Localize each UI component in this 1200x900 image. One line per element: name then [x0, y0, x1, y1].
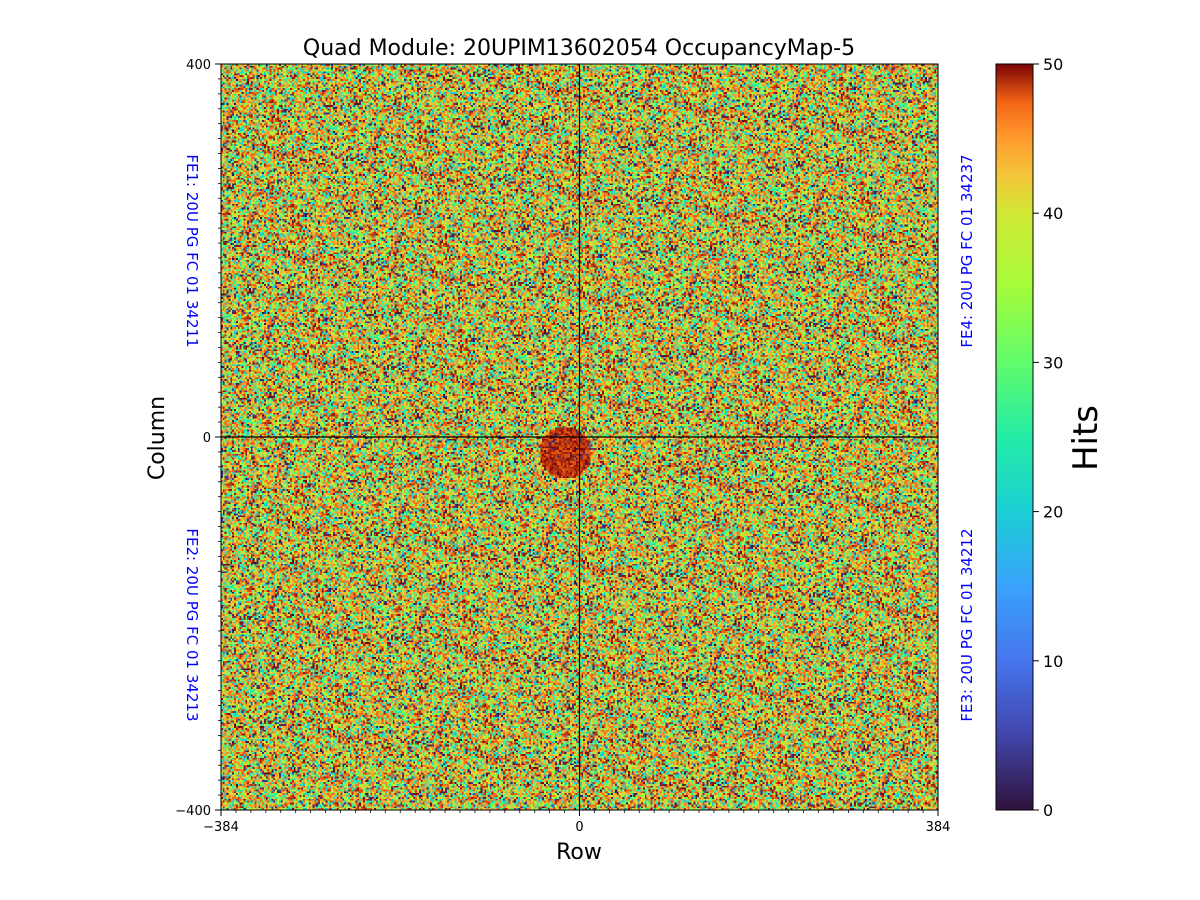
- y-tick-label: 400: [186, 58, 211, 73]
- chart-title: Quad Module: 20UPIM13602054 OccupancyMap…: [303, 36, 855, 61]
- y-axis-ticks: 400 0 −400: [175, 58, 221, 819]
- colorbar-tick-label: 0: [1043, 801, 1053, 820]
- y-tick-label: 0: [203, 431, 211, 446]
- colorbar-tick-label: 20: [1043, 503, 1063, 522]
- fe4-label: FE4: 20U PG FC 01 34237: [958, 154, 976, 347]
- colorbar-tick-label: 30: [1043, 353, 1063, 372]
- x-tick-label: 384: [926, 820, 951, 835]
- x-axis-label: Row: [556, 840, 602, 865]
- y-axis-label: Column: [145, 396, 170, 480]
- colorbar-tick-label: 40: [1043, 204, 1063, 223]
- colorbar-ticks: 0 10 20 30 40 50: [1033, 55, 1063, 820]
- colorbar-tick-label: 50: [1043, 55, 1063, 74]
- fe3-label: FE3: 20U PG FC 01 34212: [958, 528, 976, 721]
- colorbar-label: Hits: [1066, 405, 1106, 471]
- x-tick-label: 0: [575, 820, 583, 835]
- x-tick-label: −384: [203, 820, 239, 835]
- colorbar-tick-label: 10: [1043, 652, 1063, 671]
- colorbar: [995, 63, 1034, 811]
- fe2-label: FE2: 20U PG FC 01 34213: [183, 528, 201, 721]
- x-axis-ticks: −384 0 384: [203, 810, 950, 835]
- y-tick-label: −400: [175, 804, 211, 819]
- fe1-label: FE1: 20U PG FC 01 34211: [183, 154, 201, 347]
